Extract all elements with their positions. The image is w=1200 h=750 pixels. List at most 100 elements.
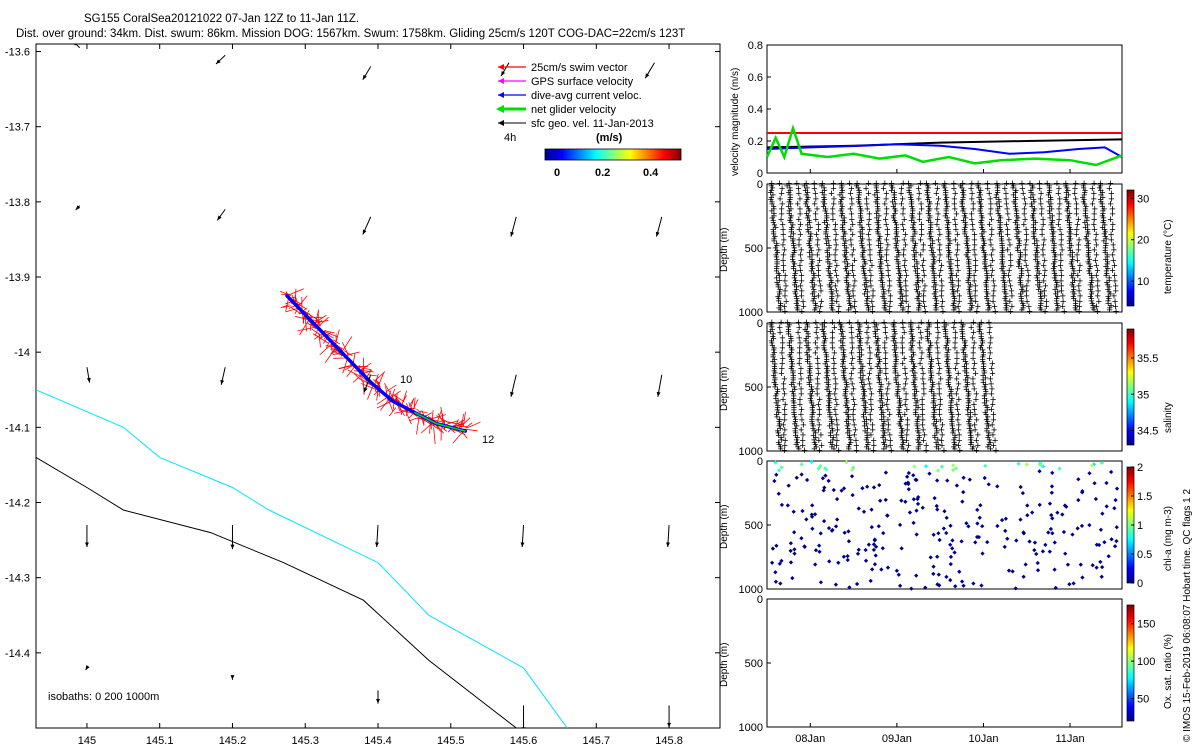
section-data-point: + — [921, 270, 927, 282]
section-data-point: + — [925, 183, 931, 195]
section-data-point: + — [942, 190, 948, 202]
section-data-point: + — [792, 286, 798, 298]
section-data-point: + — [842, 256, 848, 268]
section-data-point: + — [866, 219, 872, 231]
map-x-tick-label: 145.8 — [655, 735, 683, 747]
section-data-point: + — [907, 192, 913, 204]
section-data-point: + — [823, 215, 829, 227]
section-data-point: + — [908, 180, 914, 192]
section-data-point: + — [892, 217, 898, 229]
section-data-point: + — [880, 183, 886, 195]
section-data-point: + — [809, 254, 815, 266]
section-data-point: + — [804, 194, 810, 206]
section-data-point: + — [864, 198, 870, 210]
section-data-point: + — [832, 265, 838, 277]
section-data-point: + — [840, 231, 846, 243]
section-data-point: + — [833, 296, 839, 308]
current-arrow — [74, 44, 81, 49]
section-data-point: + — [906, 187, 912, 199]
section-data-point: + — [914, 263, 920, 275]
current-arrow — [520, 525, 525, 548]
section-data-point: + — [780, 255, 786, 267]
section-data-point: + — [900, 204, 906, 216]
section-data-point: + — [826, 249, 832, 261]
section-data-point: + — [892, 233, 898, 245]
section-data-point: + — [786, 196, 792, 208]
section-data-point: + — [804, 187, 810, 199]
section-data-point: + — [823, 229, 829, 241]
section-data-point: + — [881, 302, 887, 314]
section-data-point: + — [867, 265, 873, 277]
section-data-point: + — [887, 291, 893, 303]
section-data-point: + — [945, 233, 951, 245]
section-data-point: + — [811, 178, 817, 190]
section-data-point: + — [882, 178, 888, 190]
section-data-point: + — [803, 196, 809, 208]
section-data-point: + — [788, 203, 794, 215]
swim-vector — [360, 383, 376, 390]
section-data-point: + — [830, 214, 836, 226]
section-data-point: + — [897, 300, 903, 312]
section-data-point: + — [912, 252, 918, 264]
section-data-point: + — [937, 239, 943, 251]
section-data-point: + — [867, 245, 873, 257]
section-data-point: + — [933, 302, 939, 314]
section-data-point: + — [900, 224, 906, 236]
section-data-point: + — [792, 279, 798, 291]
section-data-point: + — [774, 263, 780, 275]
section-data-point: + — [894, 245, 900, 257]
current-arrow — [655, 216, 663, 237]
section-y-tick-label: 0 — [757, 456, 763, 468]
section-data-point: + — [806, 247, 812, 259]
section-data-point: + — [917, 178, 923, 190]
section-data-point: + — [828, 284, 834, 296]
colorbar-tick-label: 50 — [1137, 694, 1149, 706]
section-data-point: + — [821, 217, 827, 229]
swim-vector — [311, 328, 321, 336]
section-data-point: + — [951, 296, 957, 308]
swim-vector — [433, 427, 436, 445]
section-data-point: + — [771, 219, 777, 231]
swim-vector — [319, 342, 333, 356]
section-data-point: + — [780, 260, 786, 272]
map-x-tick-label: 145.2 — [219, 735, 247, 747]
section-data-point: + — [960, 185, 966, 197]
section-data-point: + — [873, 185, 879, 197]
section-data-point: + — [881, 289, 887, 301]
map-x-tick-label: 145.4 — [364, 735, 392, 747]
section-data-point: + — [899, 219, 905, 231]
swim-vector — [347, 369, 360, 377]
map-y-tick-label: -14.1 — [5, 422, 30, 434]
current-arrow-head — [656, 391, 661, 397]
section-data-point: + — [782, 286, 788, 298]
section-data-point: + — [862, 259, 868, 271]
section-data-point: + — [814, 204, 820, 216]
section-data-point: + — [781, 301, 787, 313]
section-data-point: + — [914, 268, 920, 280]
section-data-point: + — [944, 201, 950, 213]
section-data-point: + — [780, 229, 786, 241]
section-data-point: + — [781, 234, 787, 246]
section-data-point: + — [814, 250, 820, 262]
section-data-point: + — [796, 188, 802, 200]
section-data-point: + — [777, 305, 783, 317]
section-data-point: + — [874, 226, 880, 238]
section-data-point: + — [920, 245, 926, 257]
section-data-point: + — [809, 289, 815, 301]
section-data-point: + — [900, 209, 906, 221]
swim-vector — [337, 350, 343, 356]
section-data-point: + — [955, 280, 961, 292]
section-data-point: + — [914, 286, 920, 298]
section-data-point: + — [875, 206, 881, 218]
swim-vector — [324, 330, 335, 334]
section-data-point: + — [916, 289, 922, 301]
section-data-point: + — [954, 286, 960, 298]
map-layer — [36, 44, 672, 728]
section-data-point: + — [797, 250, 803, 262]
section-data-point: + — [955, 239, 961, 251]
section-data-point: + — [770, 190, 776, 202]
section-data-point: + — [984, 178, 990, 190]
section-data-point: + — [880, 291, 886, 303]
section-data-point: + — [768, 192, 774, 204]
section-frame — [766, 598, 1123, 728]
